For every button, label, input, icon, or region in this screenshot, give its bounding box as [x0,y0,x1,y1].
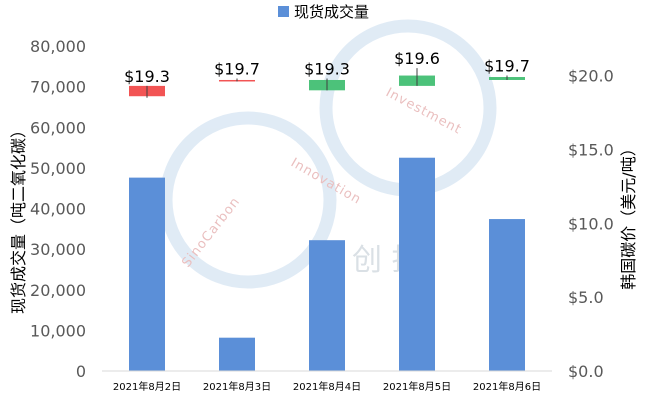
y-left-tick: 70,000 [30,78,86,97]
y-right-ticks: $0.0 $5.0 $10.0 $15.0 $20.0 [568,67,614,381]
y-left-tick: 30,000 [30,240,86,259]
y-right-title: 韩国碳价（美元/吨） [619,140,638,289]
y-left-tick: 50,000 [30,159,86,178]
x-category-label: 2021年8月2日 [113,380,181,393]
y-left-tick: 40,000 [30,200,86,219]
volume-bars [129,157,525,371]
y-left-tick: 10,000 [30,321,86,340]
y-right-tick: $5.0 [568,288,604,307]
volume-bar [219,337,255,371]
volume-bar [309,240,345,371]
legend-label: 现货成交量 [294,3,369,21]
price-label: $19.7 [214,60,260,79]
legend: 现货成交量 [278,3,369,21]
price-labels: $19.3 $19.7 $19.3 $19.6 $19.7 [124,49,530,86]
y-left-tick: 0 [76,362,86,381]
price-candles [129,68,525,98]
price-label: $19.3 [304,60,350,79]
x-category-label: 2021年8月6日 [473,380,541,393]
watermark-text-right: Investment [383,85,464,138]
x-category-label: 2021年8月4日 [293,380,361,393]
x-category-labels: 2021年8月2日 2021年8月3日 2021年8月4日 2021年8月5日 2021… [113,380,541,393]
y-left-tick: 80,000 [30,37,86,56]
volume-bar [129,177,165,371]
y-right-tick: $10.0 [568,214,614,233]
volume-bar [399,157,435,371]
volume-bar [489,219,525,371]
watermark-text-left: SinoCarbon [179,194,243,270]
price-label: $19.6 [394,49,440,68]
price-label: $19.3 [124,67,170,86]
y-right-tick: $0.0 [568,362,604,381]
legend-swatch [278,6,289,17]
x-category-label: 2021年8月3日 [203,380,271,393]
price-label: $19.7 [484,57,530,76]
y-left-ticks: 0 10,000 20,000 30,000 40,000 50,000 60,000 70,… [30,37,86,381]
y-left-title: 现货成交量（吨二氧化碳） [9,122,28,314]
y-right-tick: $15.0 [568,140,614,159]
y-right-tick: $20.0 [568,67,614,86]
x-category-label: 2021年8月5日 [383,380,451,393]
y-left-tick: 20,000 [30,281,86,300]
watermark-ring-left [159,111,337,289]
y-left-tick: 60,000 [30,118,86,137]
